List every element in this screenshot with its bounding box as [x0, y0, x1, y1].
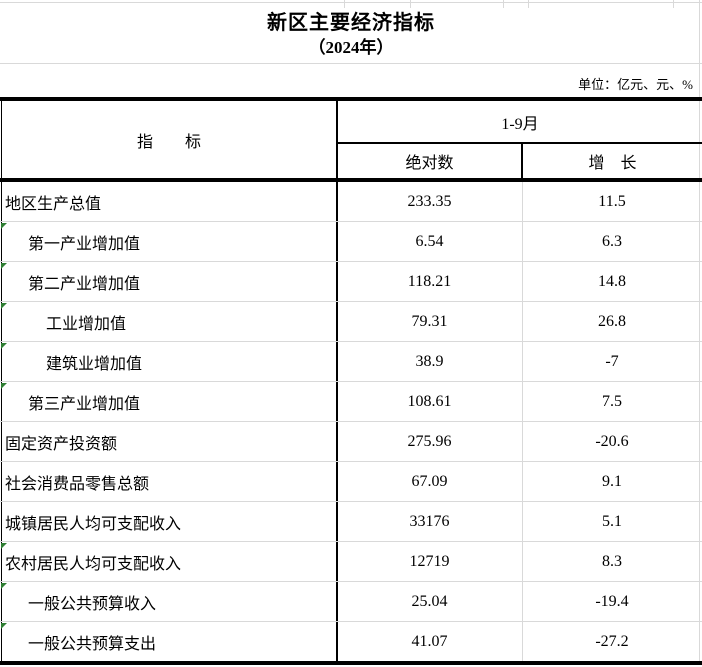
table-row: 城镇居民人均可支配收入 33176 5.1	[0, 502, 702, 542]
table-row: 农村居民人均可支配收入 12719 8.3	[0, 542, 702, 582]
table-row: 第二产业增加值 118.21 14.8	[0, 262, 702, 302]
absolute-cell[interactable]: 12719	[409, 552, 450, 570]
absolute-cell[interactable]: 275.96	[407, 432, 452, 450]
gridline-tick	[673, 0, 674, 8]
table-top-border	[0, 97, 702, 101]
gridline-right	[699, 0, 700, 661]
growth-cell[interactable]: 14.8	[598, 272, 626, 290]
absolute-cell[interactable]: 33176	[409, 512, 450, 530]
table-bottom-border	[0, 661, 702, 665]
table-body: 地区生产总值 233.35 11.5 第一产业增加值 6.54 6.3 第二产业…	[0, 182, 702, 661]
growth-cell[interactable]: 11.5	[598, 192, 626, 210]
indicator-cell[interactable]: 社会消费品零售总额	[0, 462, 337, 501]
indicator-cell[interactable]: 工业增加值	[0, 302, 337, 341]
growth-cell[interactable]: -7	[605, 352, 619, 370]
row-label: 农村居民人均可支配收入	[5, 555, 182, 573]
table-row: 第一产业增加值 6.54 6.3	[0, 222, 702, 262]
indicator-cell[interactable]: 建筑业增加值	[0, 342, 337, 381]
gridline-top	[0, 2, 702, 3]
row-label: 一般公共预算支出	[28, 635, 157, 653]
indicator-cell[interactable]: 固定资产投资额	[0, 422, 337, 461]
row-label: 地区生产总值	[5, 195, 102, 213]
table-title: 新区主要经济指标	[267, 12, 435, 34]
error-flag-icon	[1, 263, 7, 269]
gridline-under-title	[0, 63, 702, 64]
absolute-cell[interactable]: 38.9	[415, 352, 444, 370]
row-label: 一般公共预算收入	[28, 595, 157, 613]
error-flag-icon	[1, 583, 7, 589]
error-flag-icon	[1, 543, 7, 549]
growth-cell[interactable]: 6.3	[602, 232, 622, 250]
table-row: 工业增加值 79.31 26.8	[0, 302, 702, 342]
error-flag-icon	[1, 303, 7, 309]
absolute-cell[interactable]: 25.04	[411, 592, 448, 610]
gridline-tick	[528, 0, 529, 8]
growth-cell[interactable]: 9.1	[602, 472, 622, 490]
header-cell-indicator[interactable]: 指 标	[136, 133, 201, 151]
header-cell-growth[interactable]: 增 长	[588, 155, 637, 172]
row-label: 第三产业增加值	[28, 395, 141, 413]
absolute-cell[interactable]: 233.35	[407, 192, 452, 210]
error-flag-icon	[1, 343, 7, 349]
table-row: 一般公共预算收入 25.04 -19.4	[0, 582, 702, 622]
table-row: 社会消费品零售总额 67.09 9.1	[0, 462, 702, 502]
row-label: 社会消费品零售总额	[5, 475, 150, 493]
indicator-cell[interactable]: 一般公共预算收入	[0, 582, 337, 621]
growth-cell[interactable]: 26.8	[598, 312, 626, 330]
header-cell-absolute[interactable]: 绝对数	[405, 155, 454, 172]
table-row: 地区生产总值 233.35 11.5	[0, 182, 702, 222]
table-row: 建筑业增加值 38.9 -7	[0, 342, 702, 382]
header-split-border	[337, 142, 702, 144]
row-label: 第二产业增加值	[28, 275, 141, 293]
error-flag-icon	[1, 383, 7, 389]
growth-cell[interactable]: 7.5	[602, 392, 622, 410]
indicator-cell[interactable]: 第三产业增加值	[0, 382, 337, 421]
gridline-tick	[410, 0, 411, 8]
growth-cell[interactable]: -19.4	[595, 592, 629, 610]
indicator-cell[interactable]: 农村居民人均可支配收入	[0, 542, 337, 581]
header-cell-period[interactable]: 1-9月	[501, 115, 539, 133]
table-row: 一般公共预算支出 41.07 -27.2	[0, 622, 702, 661]
absolute-cell[interactable]: 41.07	[411, 632, 448, 650]
row-label: 第一产业增加值	[28, 235, 141, 253]
growth-cell[interactable]: -27.2	[595, 632, 629, 650]
absolute-cell[interactable]: 118.21	[407, 272, 452, 290]
row-label: 工业增加值	[46, 315, 127, 333]
error-flag-icon	[1, 223, 7, 229]
absolute-cell[interactable]: 67.09	[411, 472, 448, 490]
column-divider-2-header	[521, 142, 523, 182]
absolute-cell[interactable]: 79.31	[411, 312, 448, 330]
indicator-cell[interactable]: 城镇居民人均可支配收入	[0, 502, 337, 541]
indicator-cell[interactable]: 第一产业增加值	[0, 222, 337, 261]
gridline-tick	[503, 0, 504, 8]
growth-cell[interactable]: 5.1	[602, 512, 622, 530]
table-subtitle: （2024年）	[308, 38, 394, 57]
indicator-cell[interactable]: 地区生产总值	[0, 182, 337, 221]
column-divider-1	[336, 97, 338, 661]
indicator-cell[interactable]: 第二产业增加值	[0, 262, 337, 301]
unit-note-cell[interactable]: 单位：亿元、元、%	[578, 77, 693, 92]
title-cell[interactable]: 新区主要经济指标 （2024年）	[0, 11, 702, 60]
indicator-cell[interactable]: 一般公共预算支出	[0, 622, 337, 661]
growth-cell[interactable]: 8.3	[602, 552, 622, 570]
error-flag-icon	[1, 623, 7, 629]
absolute-cell[interactable]: 108.61	[407, 392, 452, 410]
growth-cell[interactable]: -20.6	[595, 432, 629, 450]
gridline-tick	[344, 0, 345, 8]
header-bottom-border	[0, 178, 702, 182]
absolute-cell[interactable]: 6.54	[415, 232, 444, 250]
table-row: 第三产业增加值 108.61 7.5	[0, 382, 702, 422]
row-label: 建筑业增加值	[46, 355, 143, 373]
row-label: 固定资产投资额	[5, 435, 118, 453]
row-label: 城镇居民人均可支配收入	[5, 515, 182, 533]
table-row: 固定资产投资额 275.96 -20.6	[0, 422, 702, 462]
